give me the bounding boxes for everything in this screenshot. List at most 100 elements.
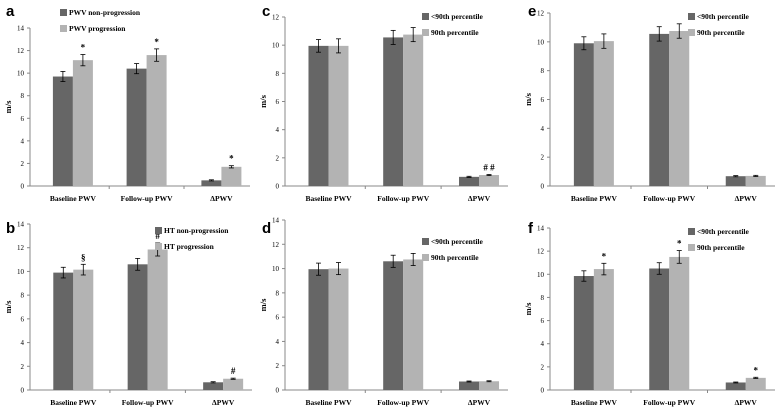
bar-s2	[328, 45, 349, 186]
bar-s2	[745, 175, 766, 186]
y-tick-label: 0	[276, 387, 280, 395]
y-axis-label: m/s	[3, 100, 13, 113]
bar-s2	[669, 256, 690, 390]
y-tick-label: 4	[541, 125, 545, 133]
chart-panel-e: e 0 2 4 6 8 10 12 m/s Baseline PWV Follow-up PWV ΔP…	[523, 3, 775, 203]
bar-s1	[459, 176, 480, 186]
y-tick-label: 8	[21, 292, 25, 300]
bar-s1	[573, 276, 594, 390]
y-tick-label: 12	[272, 14, 280, 22]
y-tick-label: 12	[17, 244, 25, 252]
legend-swatch	[688, 244, 695, 251]
legend-swatch	[60, 9, 67, 16]
x-category-label: Follow-up PWV	[377, 194, 429, 203]
y-tick-label: 8	[541, 67, 545, 75]
x-category-label: Follow-up PWV	[643, 194, 695, 203]
bar-s1	[649, 268, 670, 390]
legend-label: 90th percentile	[431, 28, 479, 37]
bar-s2	[328, 268, 349, 390]
legend-swatch	[422, 254, 429, 261]
y-tick-label: 2	[541, 154, 545, 162]
x-category-label: ΔPWV	[210, 194, 233, 203]
bar-s1	[649, 33, 670, 186]
y-tick-label: 4	[21, 339, 25, 347]
panel-letter: a	[6, 3, 15, 20]
panel-letter: c	[262, 3, 270, 20]
legend-swatch	[688, 228, 695, 235]
legend-swatch	[688, 29, 695, 36]
significance-marker: # #	[483, 162, 495, 172]
y-tick-label: 10	[537, 271, 545, 279]
y-tick-label: 6	[276, 314, 280, 322]
bar-s1	[52, 76, 73, 186]
y-tick-label: 10	[272, 42, 280, 50]
y-tick-label: 8	[276, 289, 280, 297]
significance-marker: §	[81, 252, 86, 262]
significance-marker: *	[154, 37, 159, 47]
significance-marker: #	[155, 231, 160, 241]
panel-letter: d	[262, 220, 271, 237]
y-tick-label: 8	[541, 294, 545, 302]
x-category-label: Baseline PWV	[571, 398, 618, 407]
y-tick-label: 2	[276, 154, 280, 162]
y-tick-label: 4	[276, 338, 280, 346]
y-tick-label: 14	[17, 221, 25, 229]
bar-s2	[403, 259, 424, 390]
chart-panel-f: f 0 2 4 6 8 10 12 14 m/s Baseline PWV Follow-up PWV…	[523, 220, 775, 407]
bar-s2	[593, 269, 614, 390]
y-tick-label: 10	[17, 70, 25, 78]
bar-s2	[223, 378, 244, 390]
y-tick-label: 8	[21, 92, 25, 100]
y-axis-label: m/s	[523, 92, 533, 105]
y-tick-label: 2	[21, 160, 25, 168]
bar-s2	[146, 55, 167, 187]
y-tick-label: 8	[276, 70, 280, 78]
legend-label: PWV non-progression	[69, 8, 141, 17]
legend-label: 90th percentile	[697, 28, 745, 37]
legend-swatch	[422, 13, 429, 20]
y-tick-label: 0	[541, 183, 545, 191]
legend-swatch	[688, 13, 695, 20]
legend-label: <90th percentile	[697, 227, 750, 236]
y-tick-label: 14	[17, 25, 25, 33]
bar-s1	[53, 272, 74, 390]
x-category-label: Follow-up PWV	[121, 194, 173, 203]
y-tick-label: 12	[537, 10, 545, 18]
y-tick-label: 0	[21, 387, 25, 395]
y-tick-label: 0	[541, 387, 545, 395]
y-tick-label: 2	[276, 362, 280, 370]
legend-label: HT progression	[164, 242, 215, 251]
y-tick-label: 12	[272, 241, 280, 249]
y-tick-label: 12	[17, 47, 25, 55]
bar-s1	[126, 68, 147, 186]
y-tick-label: 12	[537, 248, 545, 256]
significance-marker: *	[677, 239, 682, 249]
legend-label: HT non-progression	[164, 226, 229, 235]
bar-s2	[72, 60, 93, 186]
y-axis-label: m/s	[3, 300, 13, 313]
x-category-label: ΔPWV	[212, 398, 235, 407]
legend-swatch	[155, 227, 162, 234]
bar-s1	[308, 45, 329, 186]
bar-s1	[308, 269, 329, 390]
y-tick-label: 2	[21, 363, 25, 371]
x-category-label: Baseline PWV	[50, 398, 97, 407]
bar-s1	[201, 180, 222, 186]
x-category-label: ΔPWV	[735, 398, 758, 407]
y-tick-label: 6	[541, 96, 545, 104]
legend-swatch	[422, 29, 429, 36]
y-tick-label: 14	[272, 217, 280, 225]
bar-s1	[725, 382, 746, 390]
bar-s1	[725, 176, 746, 186]
bar-s2	[745, 377, 766, 390]
significance-marker: *	[754, 365, 759, 375]
y-tick-label: 10	[17, 268, 25, 276]
bar-s2	[221, 166, 242, 186]
x-category-label: Follow-up PWV	[122, 398, 174, 407]
legend-label: 90th percentile	[697, 243, 745, 252]
legend-swatch	[60, 25, 67, 32]
bar-s2	[479, 381, 500, 390]
bar-s1	[127, 264, 148, 390]
chart-panel-a: a 0 2 4 6 8 10 12 14 m/s Baseline PWV Follow-up PWV…	[3, 3, 250, 203]
